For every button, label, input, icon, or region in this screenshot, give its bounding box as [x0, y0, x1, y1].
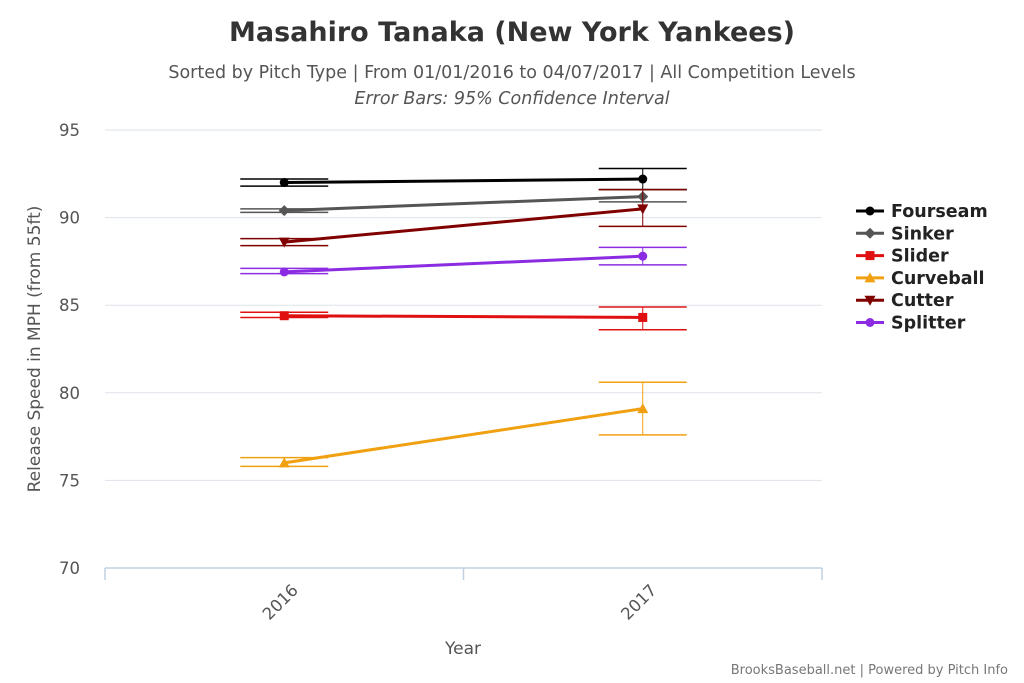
x-axis-title: Year — [444, 639, 481, 659]
series-fourseam — [240, 167, 687, 191]
y-axis-ticks: 70 75 80 85 90 95 — [59, 121, 80, 578]
credits[interactable]: BrooksBaseball.net | Powered by Pitch In… — [731, 663, 1008, 678]
chart-title: Masahiro Tanaka (New York Yankees) — [229, 17, 795, 48]
y-tick-label-80: 80 — [59, 384, 80, 403]
legend-marker-cutter — [864, 295, 876, 306]
point-slider-2016 — [279, 311, 289, 321]
legend-item-sinker[interactable]: Sinker — [856, 224, 954, 244]
y-tick-label-90: 90 — [59, 209, 80, 228]
point-slider-2017 — [638, 312, 648, 322]
y-tick-label-75: 75 — [59, 471, 80, 490]
y-tick-label-85: 85 — [59, 296, 80, 315]
series-line-sinker — [284, 195, 643, 213]
series-line-splitter — [284, 254, 643, 274]
point-curveball-2017 — [637, 403, 649, 414]
legend-label-sinker: Sinker — [891, 224, 954, 244]
series-line-slider — [284, 314, 643, 319]
point-fourseam-2017 — [638, 174, 648, 184]
legend-item-fourseam[interactable]: Fourseam — [856, 202, 988, 222]
legend-label-splitter: Splitter — [891, 314, 966, 334]
legend-item-splitter[interactable]: Splitter — [856, 314, 966, 334]
point-curveball-2016 — [278, 457, 290, 468]
y-tick-label-95: 95 — [59, 121, 80, 140]
legend-item-cutter[interactable]: Cutter — [856, 291, 954, 311]
legend-marker-sinker — [864, 227, 876, 239]
legend-marker-splitter — [865, 318, 875, 327]
series-splitter — [240, 246, 687, 277]
legend-marker-fourseam — [865, 206, 875, 216]
chart-subtitle: Sorted by Pitch Type | From 01/01/2016 t… — [168, 63, 855, 83]
legend-label-fourseam: Fourseam — [891, 202, 988, 222]
series-line-cutter — [284, 207, 643, 244]
x-tick-label-2016: 2016 — [259, 581, 302, 624]
x-axis: 2016 2017 — [104, 567, 823, 624]
chart-subtitle-error-bars: Error Bars: 95% Confidence Interval — [354, 89, 669, 109]
point-splitter-2016 — [279, 267, 289, 277]
y-axis-title: Release Speed in MPH (from 55ft) — [25, 206, 45, 493]
point-cutter-2017 — [637, 204, 649, 215]
point-sinker-2016 — [278, 205, 290, 217]
legend-item-curveball[interactable]: Curveball — [856, 269, 985, 289]
point-splitter-2017 — [638, 251, 648, 261]
series-line-fourseam — [284, 177, 643, 185]
legend-marker-curveball — [864, 272, 876, 283]
legend-marker-slider — [865, 251, 875, 261]
grid-lines — [105, 129, 822, 481]
series-curveball — [240, 381, 687, 468]
series-line-curveball — [284, 407, 643, 465]
legend-label-curveball: Curveball — [891, 269, 985, 289]
legend-item-slider[interactable]: Slider — [856, 247, 949, 267]
legend-label-cutter: Cutter — [891, 291, 954, 311]
series-slider — [240, 306, 687, 331]
series-sinker — [240, 188, 687, 217]
x-tick-label-2017: 2017 — [617, 581, 660, 624]
y-tick-label-70: 70 — [59, 559, 80, 578]
point-cutter-2016 — [278, 237, 290, 248]
series-cutter — [240, 188, 687, 248]
legend-label-slider: Slider — [891, 247, 949, 267]
point-fourseam-2016 — [279, 178, 289, 188]
plot-area — [240, 167, 687, 468]
